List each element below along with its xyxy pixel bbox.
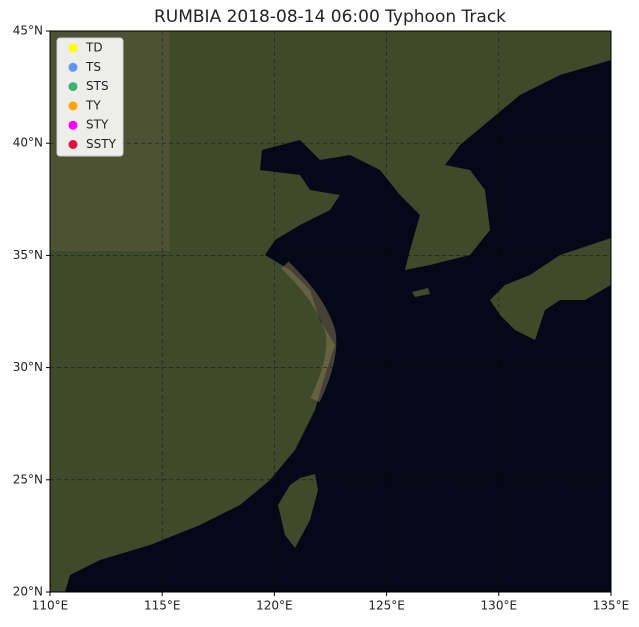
legend-label: TY [85, 98, 101, 112]
legend: TD TS STS TY STY SSTY [56, 37, 124, 157]
chart-title: RUMBIA 2018-08-14 06:00 Typhoon Track [154, 7, 506, 27]
legend-marker [68, 120, 78, 130]
legend-label: TS [85, 60, 101, 74]
y-tick-label: 20°N [13, 585, 43, 599]
legend-label: TD [85, 41, 103, 55]
x-tick-label: 120°E [256, 599, 293, 613]
coast-shoal [281, 261, 337, 403]
frame [49, 30, 612, 593]
legend-label: STS [86, 79, 109, 93]
x-tick-label: 135°E [593, 599, 630, 613]
y-tick-label: 30°N [13, 360, 43, 374]
y-tick-label: 40°N [13, 136, 43, 150]
taiwan [278, 474, 318, 548]
sea [65, 60, 611, 592]
y-tick-label: 45°N [13, 24, 43, 38]
legend-marker [68, 43, 78, 53]
legend-marker [68, 101, 78, 111]
x-tick-label: 125°E [368, 599, 405, 613]
y-tick-label: 35°N [13, 248, 43, 262]
japan [490, 238, 611, 340]
y-tick-label: 25°N [13, 472, 43, 486]
legend-marker [68, 140, 78, 149]
legend-marker [68, 82, 78, 92]
legend-label: SSTY [86, 137, 117, 151]
x-tick-label: 110°E [32, 599, 69, 613]
jeju [412, 288, 430, 297]
legend-marker [68, 62, 78, 72]
x-tick-label: 130°E [481, 599, 518, 613]
legend-label: STY [86, 118, 109, 132]
x-tick-label: 115°E [144, 599, 181, 613]
map [50, 31, 611, 592]
